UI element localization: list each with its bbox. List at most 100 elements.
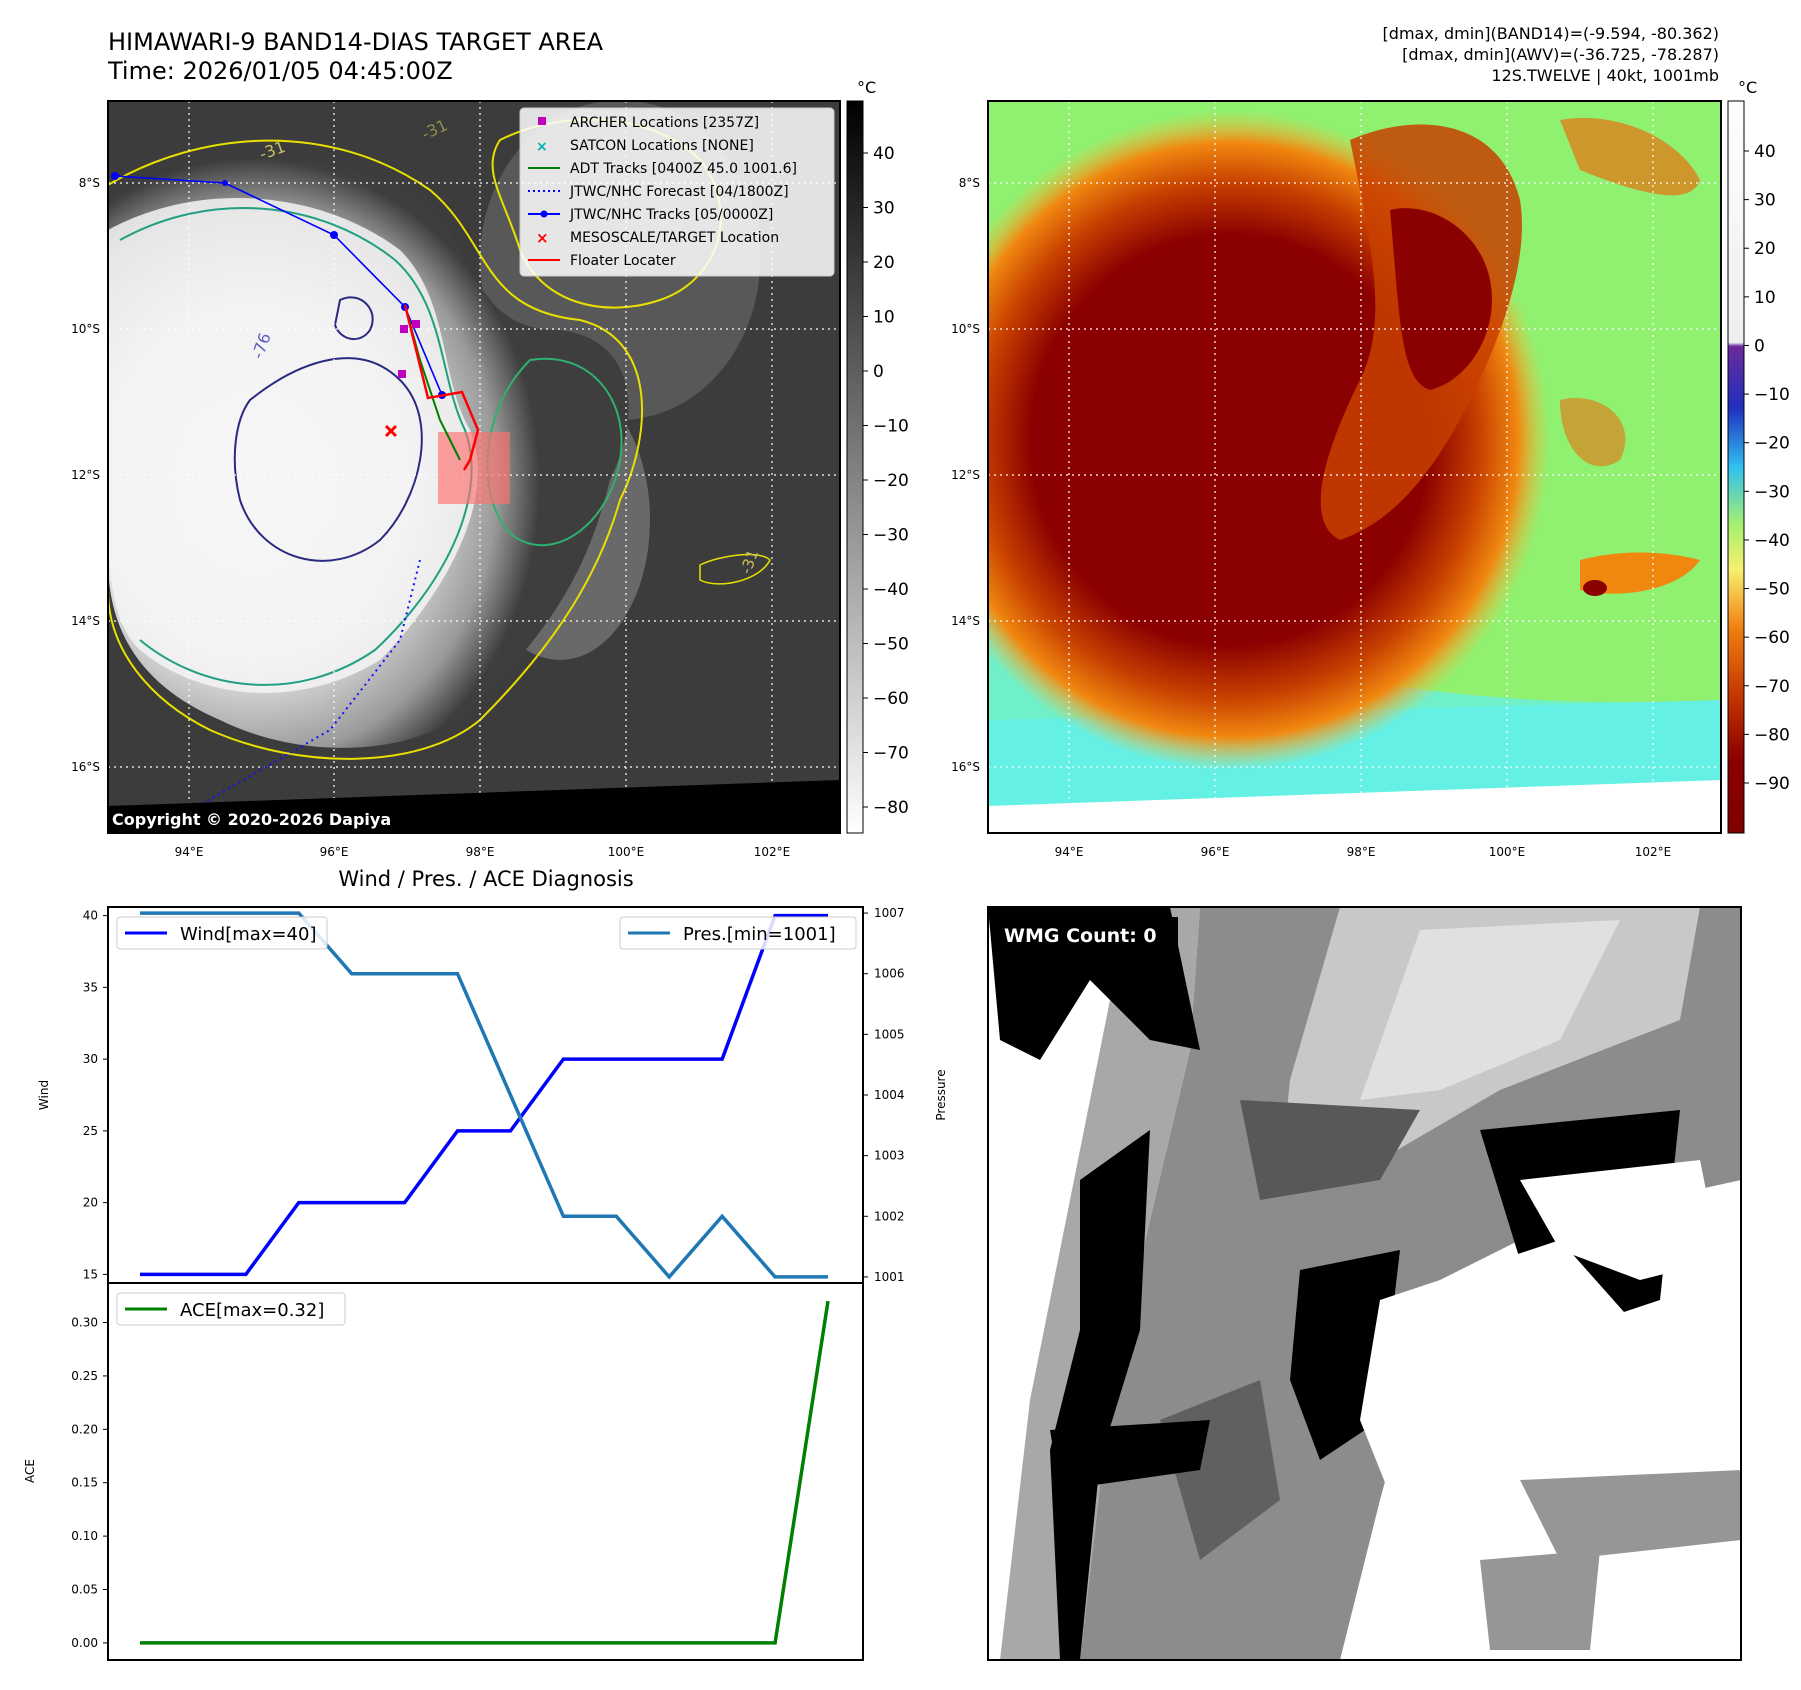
pressure-series-line: [140, 911, 828, 1280]
wind-legend-label: Wind[max=40]: [180, 924, 317, 945]
lon-tick: 102°E: [754, 845, 791, 859]
mesoscale-target-marker: [384, 424, 398, 438]
awv-colorbar-unit: °C: [1738, 78, 1757, 97]
wind-ylabel: Wind: [37, 1080, 51, 1110]
awv-streak: [1560, 118, 1700, 196]
diagnosis-title: Wind / Pres. / ACE Diagnosis: [338, 867, 633, 891]
floater-locater: [403, 304, 480, 471]
wind-series-line: [140, 913, 828, 1277]
lat-tick: 12°S: [71, 468, 100, 482]
awv-colorbar-tick-label: 40: [1754, 142, 1776, 162]
ir-map-panel: -31 -76 -31 -31 Copyright © 2020-2026 Da…: [71, 78, 909, 859]
ace-ytick-label: 0.15: [71, 1476, 98, 1490]
lon-tick: 94°E: [175, 845, 204, 859]
lon-tick: 100°E: [608, 845, 645, 859]
awv-colorbar: [1727, 100, 1745, 834]
awv-streak: [1560, 398, 1626, 467]
pressure-ytick-label: 1002: [874, 1209, 905, 1223]
wmg-black-block: [1050, 1130, 1150, 1660]
pressure-ylabel: Pressure: [934, 1069, 948, 1120]
wind-ytick-label: 35: [83, 980, 98, 994]
ir-colorbar-tick-label: −80: [873, 798, 909, 818]
ir-colorbar-tick-label: −10: [873, 417, 909, 437]
legend-label-archer: ARCHER Locations [2357Z]: [570, 115, 759, 131]
awv-colorbar-tick-label: −30: [1754, 482, 1790, 502]
ir-colorbar-tick-label: 20: [873, 253, 895, 273]
ace-ytick-label: 0.10: [71, 1529, 98, 1543]
awv-colorbar-tick-label: −50: [1754, 580, 1790, 600]
pressure-ytick-label: 1003: [874, 1149, 905, 1163]
copyright-label: Copyright © 2020-2026 Dapiya: [112, 810, 391, 829]
ir-colorbar-tick-label: 40: [873, 144, 895, 164]
ace-legend-label: ACE[max=0.32]: [180, 1300, 324, 1321]
awv-map-frame: [987, 100, 1722, 834]
lat-tick: 10°S: [951, 322, 980, 336]
wind-ytick-label: 40: [83, 909, 98, 923]
ace-legend-box: [116, 1292, 346, 1326]
awv-colorbar-tick-label: −70: [1754, 677, 1790, 697]
ace-ytick-label: 0.30: [71, 1316, 98, 1330]
lat-tick: 16°S: [951, 760, 980, 774]
awv-colorbar-tick-label: 0: [1754, 336, 1765, 356]
wmg-frame: [987, 906, 1742, 1661]
awv-nodata-region: [988, 780, 1721, 833]
wmg-label-box: [992, 917, 1178, 951]
contour-navy: [233, 357, 423, 562]
contour-teal: [119, 207, 473, 686]
wind-yticks: 15 20 25 30 35 40: [83, 909, 108, 1281]
ir-colorbar-tick-label: −30: [873, 526, 909, 546]
lat-tick: 10°S: [71, 322, 100, 336]
wmg-panel: WMG Count: 0: [987, 906, 1742, 1661]
pressure-ytick-label: 1007: [874, 906, 905, 920]
awv-lon-labels: 94°E 96°E 98°E 100°E 102°E: [1055, 845, 1672, 859]
stats-band14: [dmax, dmin](BAND14)=(-9.594, -80.362): [1383, 24, 1719, 43]
ir-legend: ARCHER Locations [2357Z] × SATCON Locati…: [519, 107, 835, 277]
ace-chart: ACE 0.00 0.05 0.10 0.15 0.20 0.25 0.30 ACE[max…: [23, 1282, 864, 1661]
pressure-ytick-label: 1004: [874, 1088, 905, 1102]
lon-tick: 96°E: [1201, 845, 1230, 859]
wmg-gray-patch: [1480, 1550, 1600, 1650]
ir-colorbar-unit: °C: [857, 78, 876, 97]
ir-colorbar-tick-label: 30: [873, 199, 895, 219]
wind-ytick-label: 20: [83, 1196, 98, 1210]
ir-colorbar-tick-label: −50: [873, 635, 909, 655]
wind-ytick-label: 15: [83, 1267, 98, 1281]
legend-label-adt: ADT Tracks [0400Z 45.0 1001.6]: [570, 161, 797, 177]
awv-colorbar-tick-label: 20: [1754, 239, 1776, 259]
wmg-brightest-band: [1360, 920, 1620, 1100]
lat-tick: 14°S: [951, 614, 980, 628]
wind-axes-frame: [107, 906, 864, 1284]
contour-navy-2: [333, 296, 374, 340]
pressure-yticks: 1001 1002 1003 1004 1005 1006 1007: [863, 906, 905, 1284]
legend-label-floater: Floater Locater: [570, 253, 676, 269]
ace-yticks: 0.00 0.05 0.10 0.15 0.20 0.25 0.30: [71, 1316, 108, 1650]
ace-ylabel: ACE: [23, 1459, 37, 1483]
wind-pressure-lines: [140, 911, 828, 1280]
legend-marker-satcon: ×: [536, 139, 548, 155]
jtwc-track-points: [111, 172, 446, 399]
lat-tick: 14°S: [71, 614, 100, 628]
ir-nodata-region: [108, 780, 840, 833]
contour-yellow: [108, 139, 644, 760]
awv-colorbar-tick-label: 10: [1754, 288, 1776, 308]
legend-label-mesoscale: MESOSCALE/TARGET Location: [570, 230, 779, 246]
ace-ytick-label: 0.20: [71, 1422, 98, 1436]
wmg-black-block: [1050, 1420, 1210, 1490]
figure-title: HIMAWARI-9 BAND14-DIAS TARGET AREA: [108, 28, 604, 56]
ace-axes-frame: [107, 1282, 864, 1661]
pressure-ytick-label: 1006: [874, 967, 905, 981]
legend-marker-jtwc-dot: [540, 210, 548, 218]
ir-lat-labels: 8°S 10°S 12°S 14°S 16°S: [71, 176, 100, 774]
ace-series-line: [140, 1300, 830, 1645]
stats-storm: 12S.TWELVE | 40kt, 1001mb: [1491, 66, 1719, 85]
pressure-ytick-label: 1005: [874, 1027, 905, 1041]
awv-map-panel: 94°E 96°E 98°E 100°E 102°E 8°S 10°S 12°S…: [951, 78, 1790, 859]
ir-colorbar-tick-label: −60: [873, 689, 909, 709]
wmg-white-region: [1520, 1160, 1720, 1280]
lon-tick: 98°E: [1347, 845, 1376, 859]
ir-colorbar: [846, 100, 864, 834]
lat-tick: 8°S: [79, 176, 100, 190]
ir-colorbar-tick-label: 0: [873, 362, 884, 382]
